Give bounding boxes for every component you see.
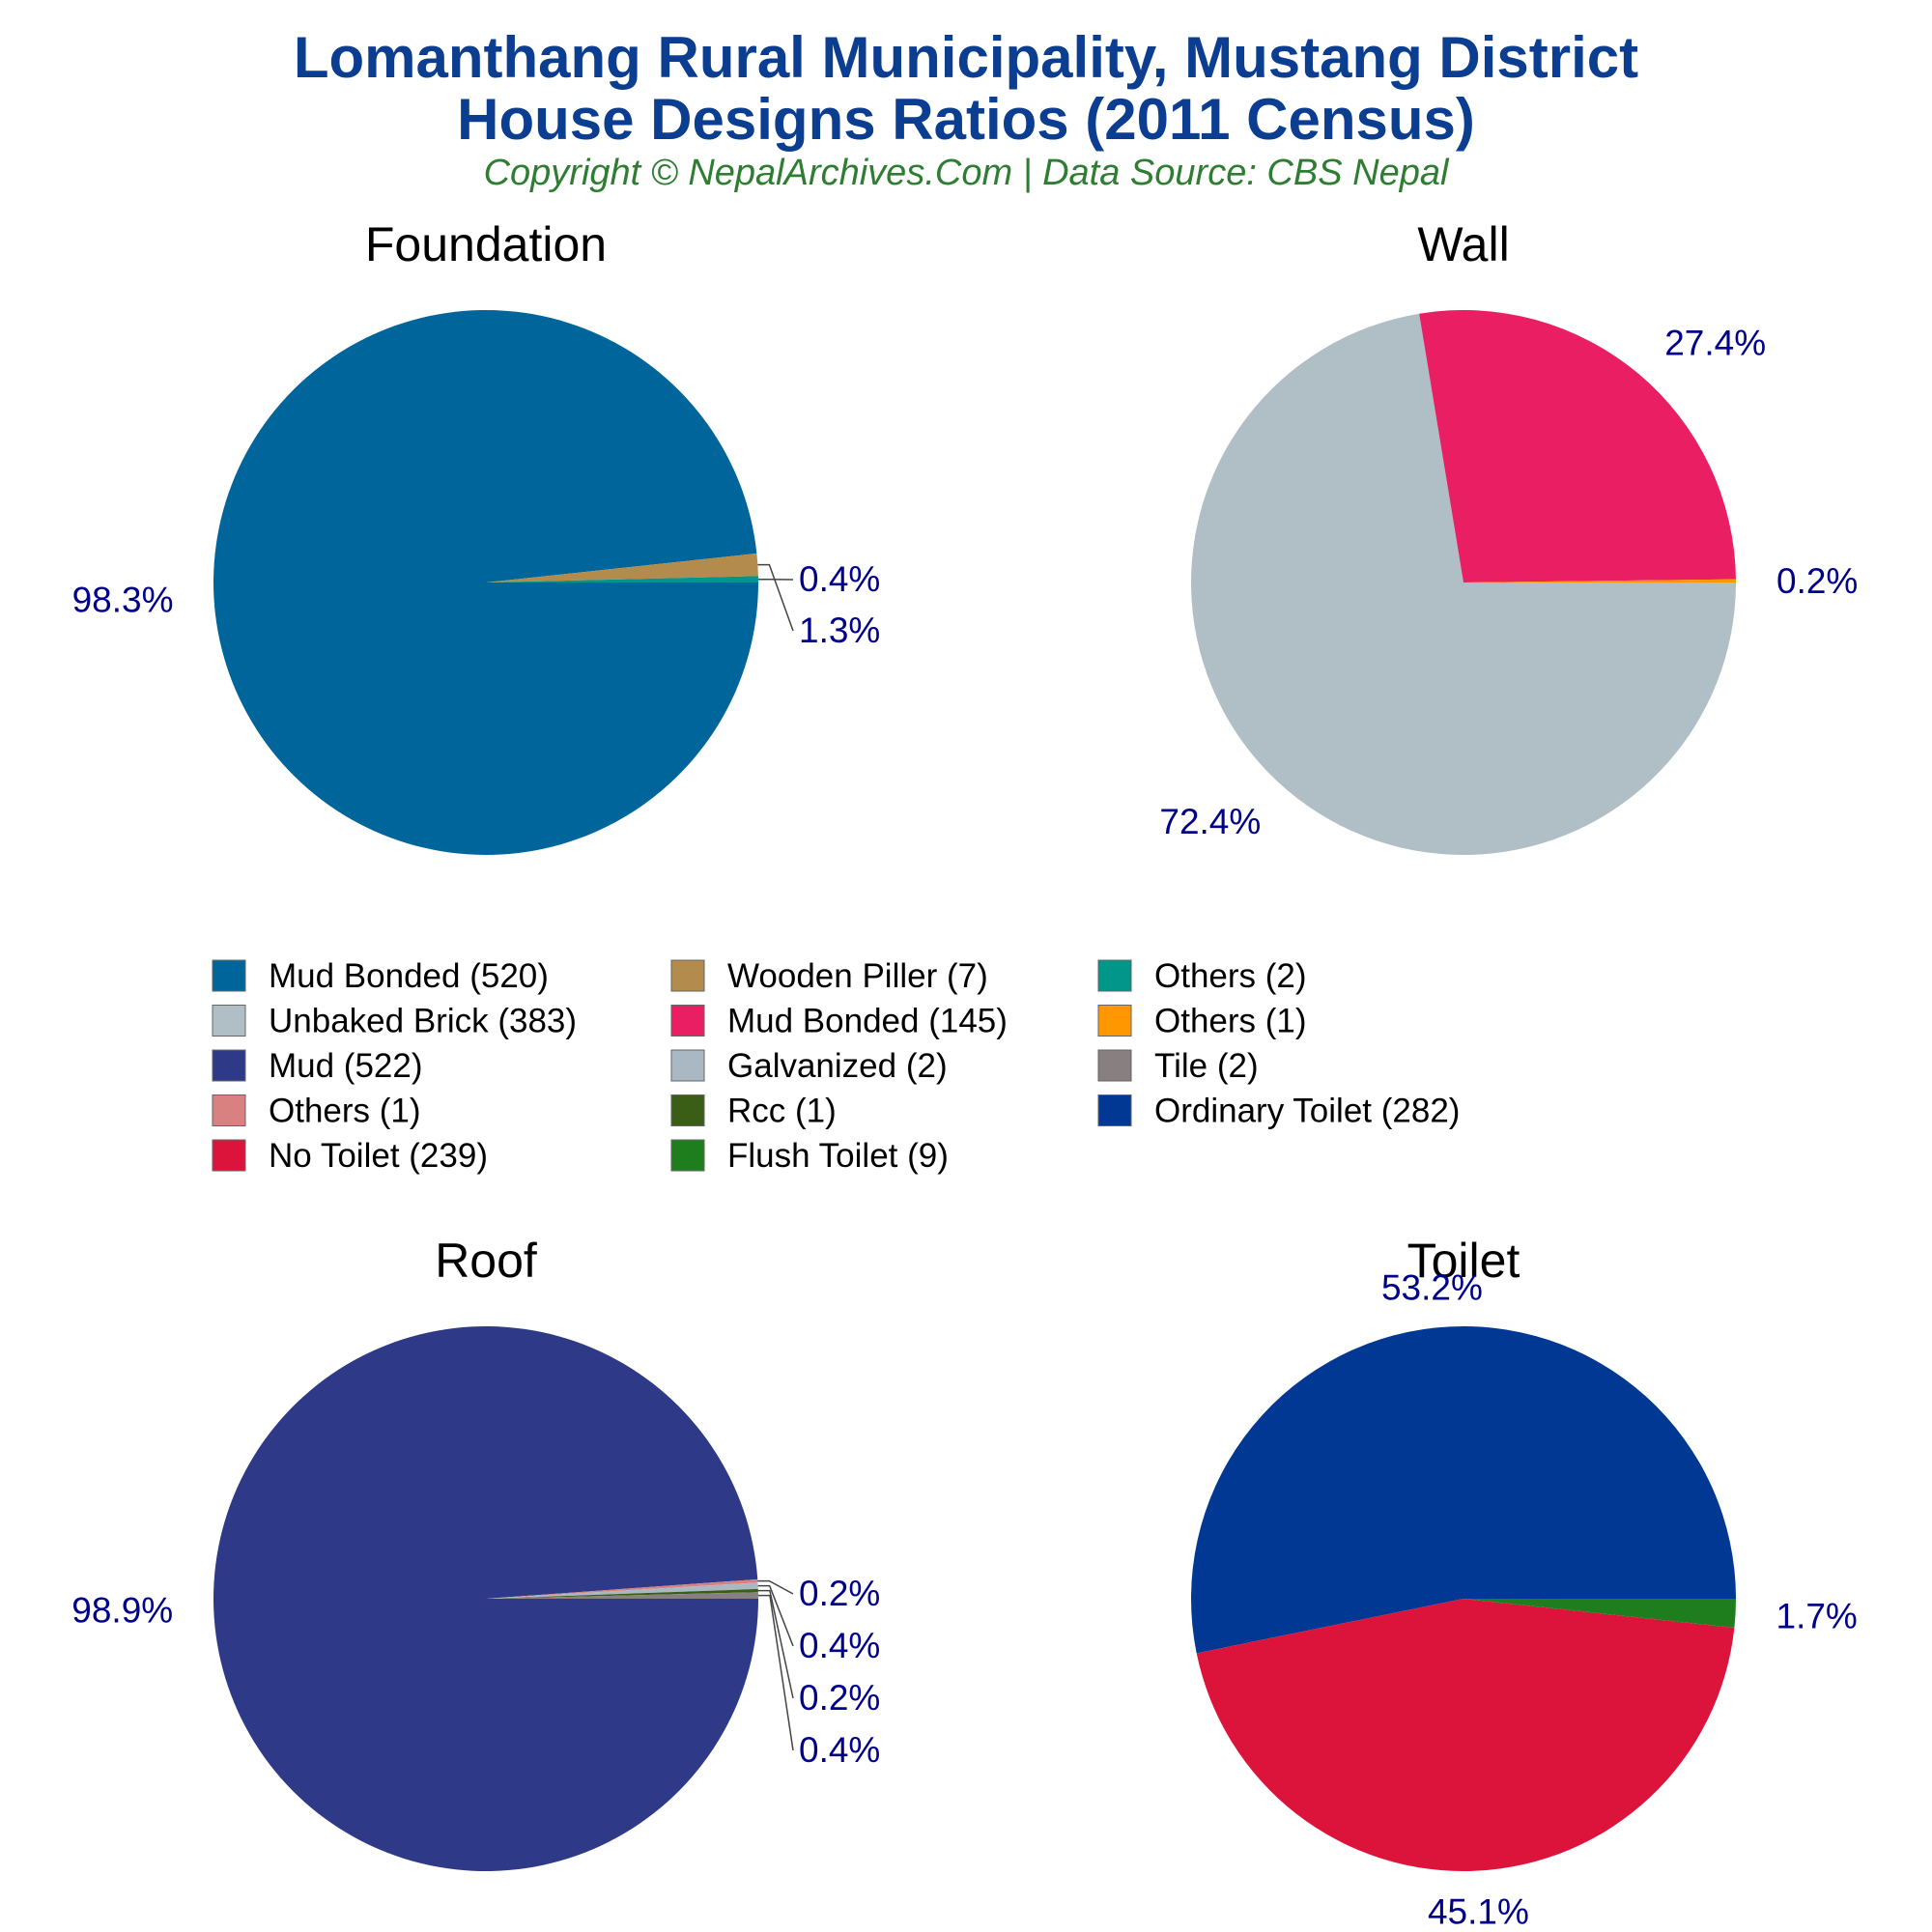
legend-swatch: [670, 1139, 705, 1172]
legend-label: Flush Toilet (9): [727, 1137, 949, 1175]
pie-slice: [1191, 313, 1736, 855]
label-leader-line: [757, 1579, 794, 1595]
percent-label: 1.3%: [799, 611, 880, 650]
legend-swatch: [212, 1005, 246, 1037]
legend-swatch: [1097, 1049, 1132, 1082]
legend: Mud Bonded (520) Unbaked Brick (383) Mud (…: [212, 957, 1460, 1175]
percent-label: 0.4%: [799, 559, 880, 599]
legend-swatch: [212, 1094, 246, 1126]
legend-label: Others (1): [269, 1093, 421, 1130]
legend-swatch: [212, 1139, 246, 1172]
pie-slice: [486, 576, 758, 582]
percent-label: 0.2%: [799, 1574, 880, 1613]
percent-label: 0.2%: [799, 1678, 880, 1718]
pie-slice: [1196, 1599, 1735, 1872]
label-leader-line: [758, 1594, 794, 1751]
pie-slice: [213, 310, 759, 856]
legend-label: Mud Bonded (145): [727, 1003, 1008, 1040]
legend-label: Mud Bonded (520): [269, 957, 549, 995]
pie-slice: [1463, 579, 1736, 582]
legend-label: Wooden Piller (7): [727, 957, 988, 995]
pie-slice: [486, 1592, 758, 1599]
legend-swatch: [212, 1049, 246, 1082]
chart-title-line1: Lomanthang Rural Municipality, Mustang D…: [293, 25, 1639, 90]
legend-label: Others (2): [1154, 957, 1307, 995]
pie-slice: [213, 1326, 759, 1872]
percent-label: 53.2%: [1381, 1268, 1483, 1308]
legend-swatch: [1097, 1005, 1132, 1037]
percent-label: 27.4%: [1664, 324, 1766, 363]
legend-label: Tile (2): [1154, 1047, 1259, 1085]
pie-title: Foundation: [365, 217, 607, 271]
pie-slice: [1191, 1325, 1736, 1654]
label-leader-line: [757, 1589, 794, 1699]
pie-title: Roof: [435, 1234, 537, 1288]
legend-label: Galvanized (2): [727, 1047, 948, 1085]
legend-label: Rcc (1): [727, 1093, 837, 1130]
legend-swatch: [1097, 959, 1132, 992]
percent-label: 0.4%: [799, 1730, 880, 1770]
pie-slice: [486, 1582, 758, 1599]
label-leader-line: [757, 1584, 794, 1647]
legend-swatch: [212, 959, 246, 992]
pie-slice: [1419, 309, 1736, 582]
percent-label: 98.3%: [72, 580, 174, 619]
percent-label: 0.4%: [799, 1626, 880, 1665]
percent-label: 72.4%: [1159, 802, 1261, 841]
percent-label: 45.1%: [1428, 1892, 1529, 1932]
legend-label: Mud (522): [269, 1047, 423, 1085]
pie-title: Wall: [1417, 217, 1509, 271]
percent-label: 1.7%: [1776, 1596, 1858, 1635]
pie-slice: [486, 1578, 758, 1599]
legend-swatch: [670, 1049, 705, 1082]
chart-title-line2: House Designs Ratios (2011 Census): [457, 87, 1475, 152]
legend-swatch: [1097, 1094, 1132, 1126]
label-leader-line: [757, 563, 794, 632]
legend-label: Unbaked Brick (383): [269, 1003, 577, 1040]
pie-foundation: Foundation 98.3% 1.3% 0.4%: [72, 217, 880, 856]
chart-subtitle: Copyright © NepalArchives.Com | Data Sou…: [483, 153, 1449, 193]
percent-label: 98.9%: [71, 1591, 173, 1631]
legend-swatch: [670, 1094, 705, 1126]
legend-swatch: [670, 1005, 705, 1037]
percent-label: 0.2%: [1776, 561, 1858, 601]
pie-roof: Roof 98.9% 0.2% 0.4% 0.2% 0.4%: [71, 1234, 880, 1872]
pie-title: Toilet: [1407, 1234, 1520, 1288]
pie-slice: [1463, 1599, 1736, 1629]
pie-slice: [486, 553, 758, 582]
legend-label: Others (1): [1154, 1003, 1307, 1040]
legend-swatch: [670, 959, 705, 992]
pie-wall: Wall 72.4% 27.4% 0.2%: [1159, 217, 1858, 855]
legend-label: No Toilet (239): [269, 1137, 488, 1175]
pie-slice: [486, 1588, 758, 1599]
legend-label: Ordinary Toilet (282): [1154, 1093, 1460, 1130]
